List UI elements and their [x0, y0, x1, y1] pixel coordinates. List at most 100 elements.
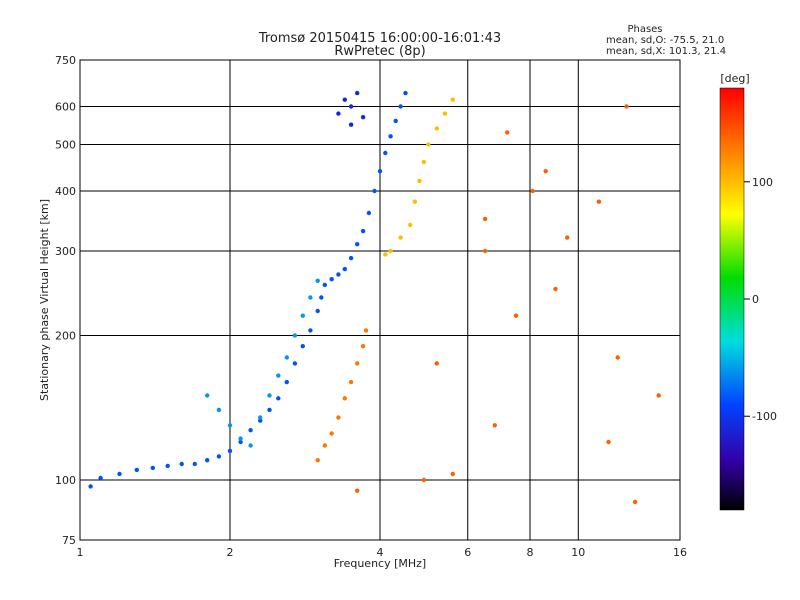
data-point [336, 111, 341, 116]
data-point [134, 467, 139, 473]
data-point [267, 393, 272, 398]
data-point [329, 431, 334, 436]
data-point [482, 248, 488, 254]
data-point [421, 159, 427, 165]
data-point [363, 328, 369, 333]
data-point [426, 142, 431, 147]
colorbar-label: [deg] [720, 72, 749, 85]
data-point [434, 361, 439, 366]
colorbar-tick-label: -100 [752, 410, 777, 423]
stats-line-1: mean, sd,O: -75.5, 21.0 [606, 35, 724, 46]
x-tick-label: 16 [673, 546, 687, 559]
data-point [530, 188, 535, 194]
data-point [656, 393, 661, 398]
y-tick-label: 600 [55, 101, 76, 114]
data-point [565, 235, 570, 240]
data-point [417, 178, 422, 184]
data-point [388, 134, 393, 139]
data-point [606, 439, 611, 445]
data-point [319, 295, 324, 300]
data-point [308, 295, 313, 300]
data-point [372, 188, 377, 194]
data-point [383, 252, 388, 257]
data-point [377, 169, 383, 174]
data-point [383, 150, 388, 156]
data-points [88, 90, 661, 505]
data-point [450, 471, 455, 477]
data-point [596, 199, 602, 204]
data-point [315, 278, 320, 283]
data-point [505, 130, 510, 135]
data-point [408, 222, 413, 228]
data-point [227, 448, 233, 454]
x-tick-label: 6 [464, 546, 471, 559]
data-point [292, 333, 298, 338]
data-point [482, 216, 488, 222]
stats-line-2: mean, sd,X: 101.3, 21.4 [606, 46, 726, 57]
data-point [553, 286, 558, 292]
y-tick-label: 500 [55, 139, 76, 152]
data-point [360, 344, 366, 349]
data-point [348, 255, 354, 261]
data-point [276, 373, 281, 378]
grid [80, 60, 680, 540]
data-point [216, 407, 222, 413]
data-point [248, 443, 253, 448]
y-tick-label: 200 [55, 330, 76, 343]
data-point [403, 90, 408, 96]
data-point [434, 126, 439, 131]
data-point [238, 436, 243, 441]
y-axis-label: Stationary phase Virtual Height [km] [38, 199, 51, 401]
y-tick-label: 100 [55, 474, 76, 487]
data-point [292, 361, 298, 366]
data-point [543, 169, 548, 174]
x-axis-label: Frequency [MHz] [334, 557, 426, 570]
data-point [360, 228, 366, 234]
data-point [329, 277, 334, 282]
data-point [355, 361, 360, 366]
x-tick-label: 10 [571, 546, 585, 559]
y-tick-label: 75 [62, 534, 76, 547]
x-tick-label: 4 [377, 546, 384, 559]
data-point [615, 355, 620, 360]
data-point [632, 499, 638, 505]
data-point [179, 461, 184, 467]
data-point [442, 111, 448, 116]
data-point [348, 104, 354, 109]
data-point [248, 428, 253, 433]
data-point [322, 282, 327, 288]
data-point [258, 415, 263, 420]
colorbar-tick-label: 0 [752, 293, 759, 306]
data-point [336, 272, 341, 277]
data-point [366, 210, 372, 216]
data-point [205, 458, 210, 463]
x-tick-label: 8 [527, 546, 534, 559]
colorbar-ticks: 100 0 -100 [744, 176, 777, 423]
data-point [342, 396, 347, 401]
data-point [398, 235, 403, 240]
chart-title: Tromsø 20150415 16:00:00-16:01:43 [258, 31, 501, 46]
data-point [355, 488, 360, 493]
data-point [300, 344, 305, 349]
data-point [513, 313, 519, 318]
stats-heading: Phases [627, 24, 662, 35]
data-point [98, 475, 103, 481]
y-tick-label: 750 [55, 54, 76, 67]
data-point [238, 439, 243, 445]
data-point [315, 458, 320, 463]
data-point [150, 465, 155, 471]
data-point [165, 463, 170, 469]
x-tick-label: 2 [227, 546, 234, 559]
data-point [258, 418, 263, 423]
data-point [192, 461, 197, 467]
data-point [267, 407, 272, 413]
data-point [450, 97, 455, 102]
data-point [227, 423, 233, 428]
data-point [315, 308, 320, 314]
data-point [348, 379, 354, 385]
data-point [308, 328, 313, 333]
data-point [355, 90, 360, 96]
data-point [412, 199, 418, 204]
data-point [398, 104, 403, 109]
